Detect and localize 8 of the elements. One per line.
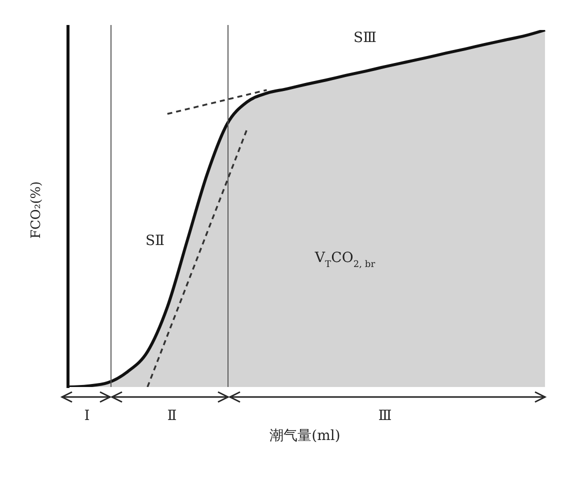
x-axis-title: 潮气量(ml) bbox=[270, 428, 340, 444]
annotation: V$_{T}$CO$_{2, br}$ bbox=[314, 250, 376, 270]
annotation: SⅢ bbox=[353, 30, 377, 46]
annotation: SⅡ bbox=[145, 233, 165, 249]
y-axis-title: FCO₂(%) bbox=[29, 181, 44, 239]
text: Ⅲ bbox=[378, 408, 392, 424]
text: Ⅰ bbox=[84, 408, 90, 424]
text: Ⅱ bbox=[167, 408, 177, 424]
